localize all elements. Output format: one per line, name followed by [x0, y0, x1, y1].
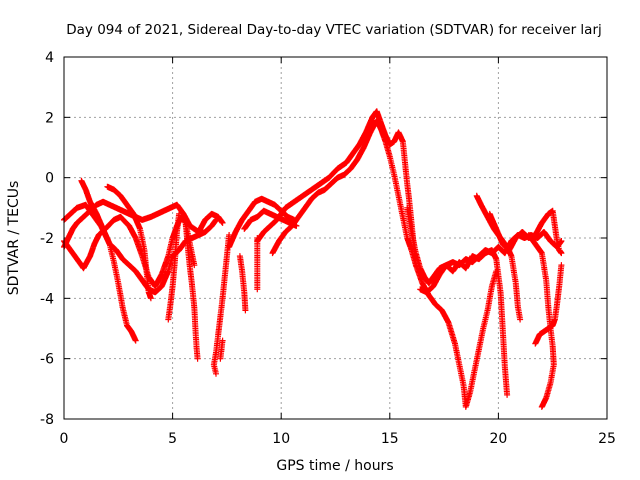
series-track-21 — [532, 262, 565, 347]
x-tick-label: 0 — [60, 431, 69, 447]
data-point-markers — [525, 232, 557, 410]
series-track-20 — [525, 232, 557, 410]
y-tick-label: -4 — [40, 291, 54, 307]
data-point-markers — [417, 247, 511, 398]
data-point-markers — [217, 337, 226, 362]
y-axis-label: SDTVAR / TECUs — [6, 181, 22, 296]
y-tick-label: -2 — [40, 231, 54, 247]
y-tick-label: 0 — [45, 171, 54, 187]
data-point-markers — [182, 219, 201, 362]
series-track-11 — [236, 253, 249, 314]
x-tick-label: 20 — [489, 431, 507, 447]
x-axis-label: GPS time / hours — [276, 458, 393, 474]
data-point-markers — [210, 232, 233, 377]
data-point-markers — [269, 117, 500, 410]
y-tick-label: -8 — [40, 412, 54, 428]
plot-points — [61, 108, 565, 410]
x-tick-label: 15 — [381, 431, 399, 447]
series-track-14 — [254, 108, 419, 266]
series-track-6 — [165, 210, 183, 323]
data-point-markers — [404, 204, 565, 287]
data-point-markers — [254, 108, 419, 266]
series-track-5 — [104, 183, 154, 302]
series-track-8 — [210, 232, 233, 377]
data-point-markers — [104, 183, 154, 302]
series-track-9 — [217, 337, 226, 362]
y-tick-label: 2 — [45, 110, 54, 126]
chart-title: Day 094 of 2021, Sidereal Day-to-day VTE… — [66, 22, 602, 38]
data-point-markers — [532, 262, 565, 347]
series-track-16 — [404, 204, 565, 287]
data-point-markers — [226, 195, 298, 250]
data-point-markers — [236, 253, 249, 314]
x-tick-label: 25 — [598, 431, 616, 447]
series-track-15 — [269, 117, 500, 410]
x-tick-label: 10 — [272, 431, 290, 447]
y-tick-label: 4 — [45, 50, 54, 66]
series-track-17 — [417, 247, 511, 398]
axis-ticks: 0 5 10 15 20 25 -8 -6 -4 -2 0 2 4 — [40, 50, 616, 447]
x-tick-label: 5 — [168, 431, 177, 447]
series-track-7 — [182, 219, 201, 362]
plot-frame — [63, 56, 608, 420]
y-tick-label: -6 — [40, 352, 54, 368]
data-point-markers — [165, 210, 183, 323]
series-track-10 — [226, 195, 298, 250]
